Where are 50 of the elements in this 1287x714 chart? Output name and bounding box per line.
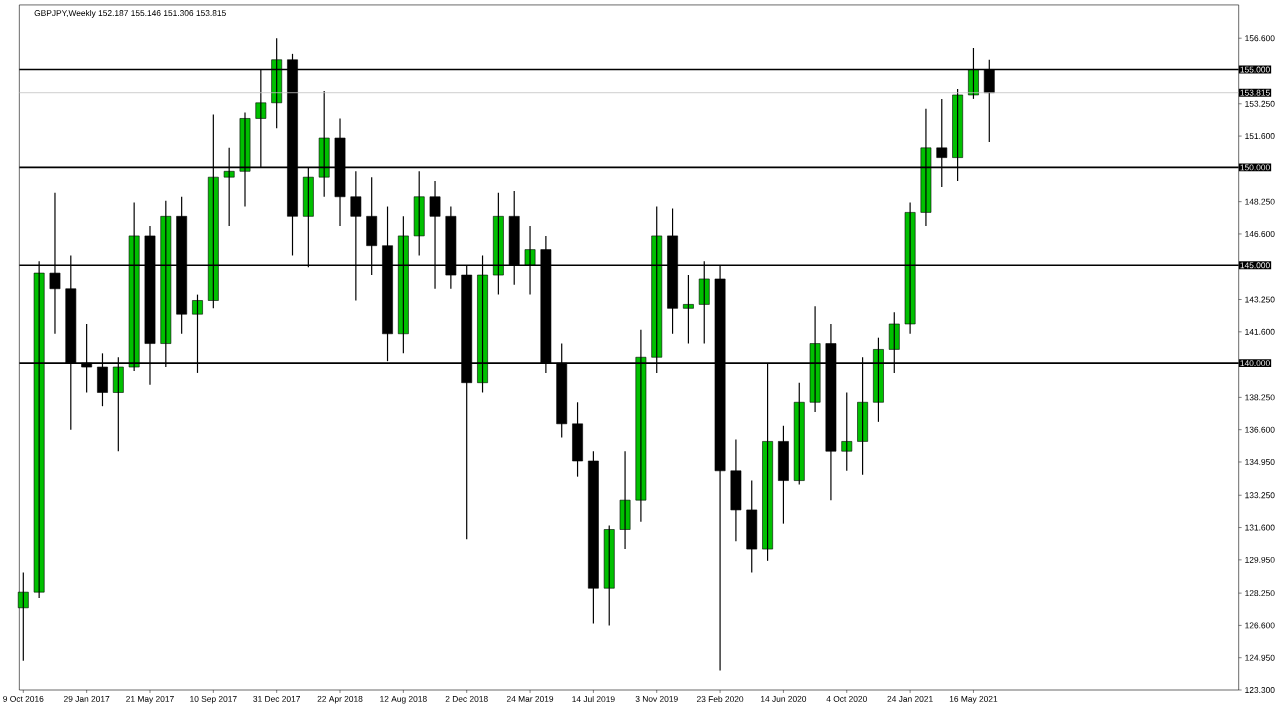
candlestick — [619, 450, 631, 550]
x-tick-label: 29 Jan 2017 — [64, 696, 110, 703]
candlestick — [746, 480, 758, 574]
y-tick-label: 129.950 — [1245, 557, 1275, 563]
x-tick-label: 21 May 2017 — [126, 696, 174, 704]
y-tick-label: 134.950 — [1245, 459, 1275, 466]
x-tick-label: 14 Jul 2019 — [572, 696, 615, 703]
x-tick-label: 4 Oct 2020 — [826, 696, 867, 703]
y-tick-label: 133.250 — [1245, 492, 1275, 499]
y-tick-label: 156.600 — [1245, 35, 1275, 42]
x-tick-label: 16 May 2021 — [949, 696, 998, 704]
x-tick-label: 3 Nov 2019 — [635, 696, 678, 703]
ref-line-label: 145.000 — [1240, 262, 1270, 269]
candlestick — [603, 525, 615, 627]
text: GBPJPY,Weekly 152.187 155.146 151.306 153.815 — [34, 10, 226, 18]
y-tick-label: 153.250 — [1245, 100, 1275, 107]
candlestick — [730, 439, 742, 542]
ref-line-label: 150.000 — [1240, 164, 1270, 171]
y-tick-label: 146.600 — [1245, 231, 1275, 238]
x-tick-label: 23 Feb 2020 — [696, 696, 744, 703]
y-tick-label: 143.250 — [1245, 296, 1275, 303]
ref-line-label: 153.815 — [1240, 89, 1270, 96]
ref-line-label: 140.000 — [1240, 360, 1270, 367]
x-tick-label: 9 Oct 2016 — [3, 696, 44, 703]
x-tick-label: 24 Mar 2019 — [506, 696, 554, 703]
y-tick-label: 151.600 — [1245, 133, 1275, 140]
y-tick-label: 148.250 — [1245, 198, 1275, 205]
y-tick-label: 123.300 — [1245, 687, 1275, 694]
y-tick-label: 126.600 — [1245, 622, 1275, 629]
candlestick — [572, 401, 583, 478]
x-tick-label: 22 Apr 2018 — [317, 696, 363, 704]
y-tick-label: 138.250 — [1245, 394, 1275, 401]
candlestick — [841, 392, 853, 472]
candlestick — [778, 425, 789, 525]
x-tick-label: 31 Dec 2017 — [253, 696, 300, 703]
y-tick-label: 124.950 — [1245, 654, 1275, 661]
y-tick-label: 141.600 — [1245, 329, 1275, 335]
candlestick — [588, 450, 599, 625]
candlestick — [683, 274, 694, 345]
ref-line-label: 155.000 — [1240, 66, 1270, 73]
candlestick — [413, 170, 425, 257]
x-tick-label: 2 Dec 2018 — [445, 696, 488, 703]
x-tick-label: 12 Aug 2018 — [380, 696, 427, 704]
x-tick-label: 24 Jan 2021 — [887, 696, 933, 703]
candlestick — [793, 382, 805, 486]
y-tick-label: 131.600 — [1245, 524, 1275, 531]
x-tick-label: 14 Jun 2020 — [760, 696, 807, 703]
y-tick-label: 136.600 — [1245, 426, 1275, 433]
y-tick-label: 128.250 — [1245, 590, 1275, 597]
x-tick-label: 10 Sep 2017 — [190, 696, 237, 704]
